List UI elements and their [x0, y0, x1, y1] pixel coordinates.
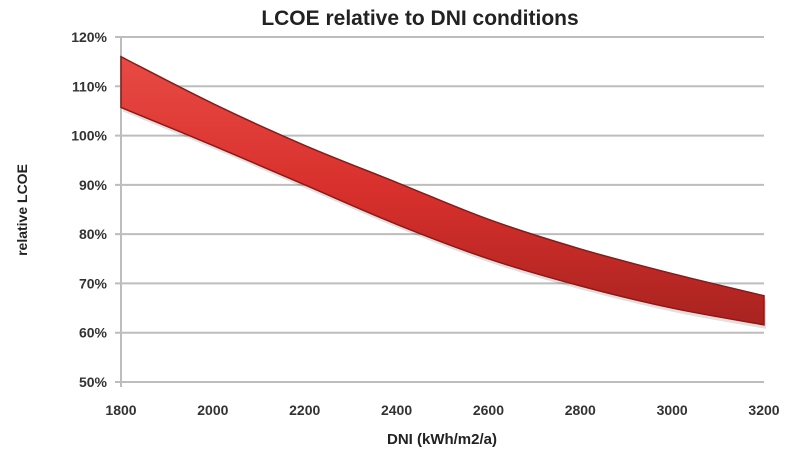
y-tick-label: 110% [72, 78, 108, 94]
x-tick-label: 3000 [657, 402, 688, 418]
y-tick-label: 60% [79, 325, 108, 341]
y-tick-label: 100% [71, 128, 107, 144]
x-tick-label: 2000 [197, 402, 228, 418]
y-axis-label: relative LCOE [14, 164, 30, 256]
x-tick-label: 2600 [473, 402, 504, 418]
y-tick-label: 120% [71, 29, 107, 45]
y-tick-label: 80% [79, 226, 108, 242]
y-tick-label: 70% [79, 275, 108, 291]
x-tick-label: 3200 [748, 402, 779, 418]
y-tick-label: 50% [79, 374, 108, 390]
x-tick-label: 2200 [289, 402, 320, 418]
lcoe-band [120, 55, 765, 326]
chart-title: LCOE relative to DNI conditions [261, 7, 578, 30]
x-tick-label: 2800 [565, 402, 596, 418]
x-tick-label: 1800 [105, 402, 136, 418]
x-axis-label: DNI (kWh/m2/a) [387, 431, 497, 448]
y-tick-label: 90% [79, 177, 108, 193]
x-tick-label: 2400 [381, 402, 412, 418]
